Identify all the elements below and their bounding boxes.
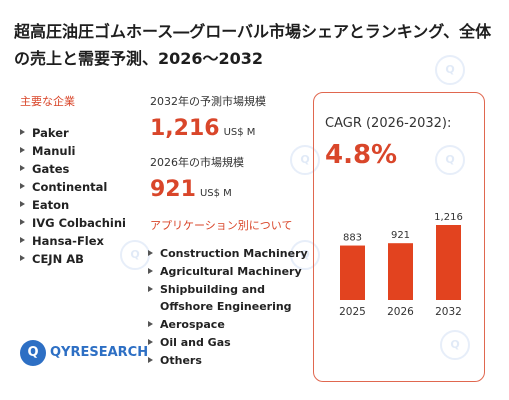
bar-2025	[340, 245, 365, 300]
company-item: Hansa-Flex	[20, 232, 126, 250]
watermark-icon: Q	[435, 145, 465, 175]
x-tick-label: 2032	[435, 306, 462, 318]
bar-chart: 883 2025 921 2026 1,216 2032	[339, 212, 463, 318]
company-item: Eaton	[20, 196, 126, 214]
cagr-label: CAGR (2026-2032):	[325, 116, 452, 131]
application-item: Shipbuilding and Offshore Engineering	[148, 281, 308, 315]
watermark-icon: Q	[290, 145, 320, 175]
key-companies-label: 主要な企業	[20, 95, 75, 108]
market-2026-value: 921 US$ M	[150, 177, 232, 202]
bar-value-label: 1,216	[434, 212, 463, 223]
page-title: 超高圧油圧ゴムホース―グローバル市場シェアとランキング、全体の売上と需要予測、2…	[14, 22, 492, 68]
company-item: Continental	[20, 178, 126, 196]
x-tick-label: 2025	[339, 306, 366, 318]
application-item: Construction Machinery	[148, 245, 308, 262]
application-list: Construction Machinery Agricultural Mach…	[148, 245, 308, 370]
market-2032-unit: US$ M	[223, 127, 256, 138]
bar-value-label: 883	[343, 233, 362, 244]
company-item: Gates	[20, 160, 126, 178]
application-item: Others	[148, 352, 308, 369]
company-item: IVG Colbachini	[20, 214, 126, 232]
market-2026-label: 2026年の市場規模	[150, 156, 244, 169]
applications-label: アプリケーション別について	[150, 219, 293, 232]
logo-text: QYRESEARCH	[50, 345, 149, 360]
application-item: Agricultural Machinery	[148, 263, 308, 280]
x-tick-label: 2026	[387, 306, 414, 318]
market-2026-unit: US$ M	[199, 188, 232, 199]
logo-icon: Q	[20, 340, 46, 366]
company-list: Paker Manuli Gates Continental Eaton IVG…	[20, 124, 126, 268]
watermark-icon: Q	[290, 240, 320, 270]
cagr-value: 4.8%	[325, 140, 398, 170]
market-2032-value: 1,216 US$ M	[150, 116, 255, 141]
market-2032-label: 2032年の予測市場規模	[150, 95, 266, 108]
market-2032-number: 1,216	[150, 116, 220, 141]
watermark-icon: Q	[440, 330, 470, 360]
cagr-panel	[313, 92, 485, 382]
bar-2032	[436, 225, 461, 300]
company-item: CEJN AB	[20, 250, 126, 268]
bar-2026	[388, 243, 413, 300]
application-item: Oil and Gas	[148, 334, 308, 351]
company-item: Paker	[20, 124, 126, 142]
company-item: Manuli	[20, 142, 126, 160]
bar-value-label: 921	[391, 230, 410, 241]
market-2026-number: 921	[150, 177, 196, 202]
watermark-icon: Q	[435, 55, 465, 85]
application-item: Aerospace	[148, 316, 308, 333]
